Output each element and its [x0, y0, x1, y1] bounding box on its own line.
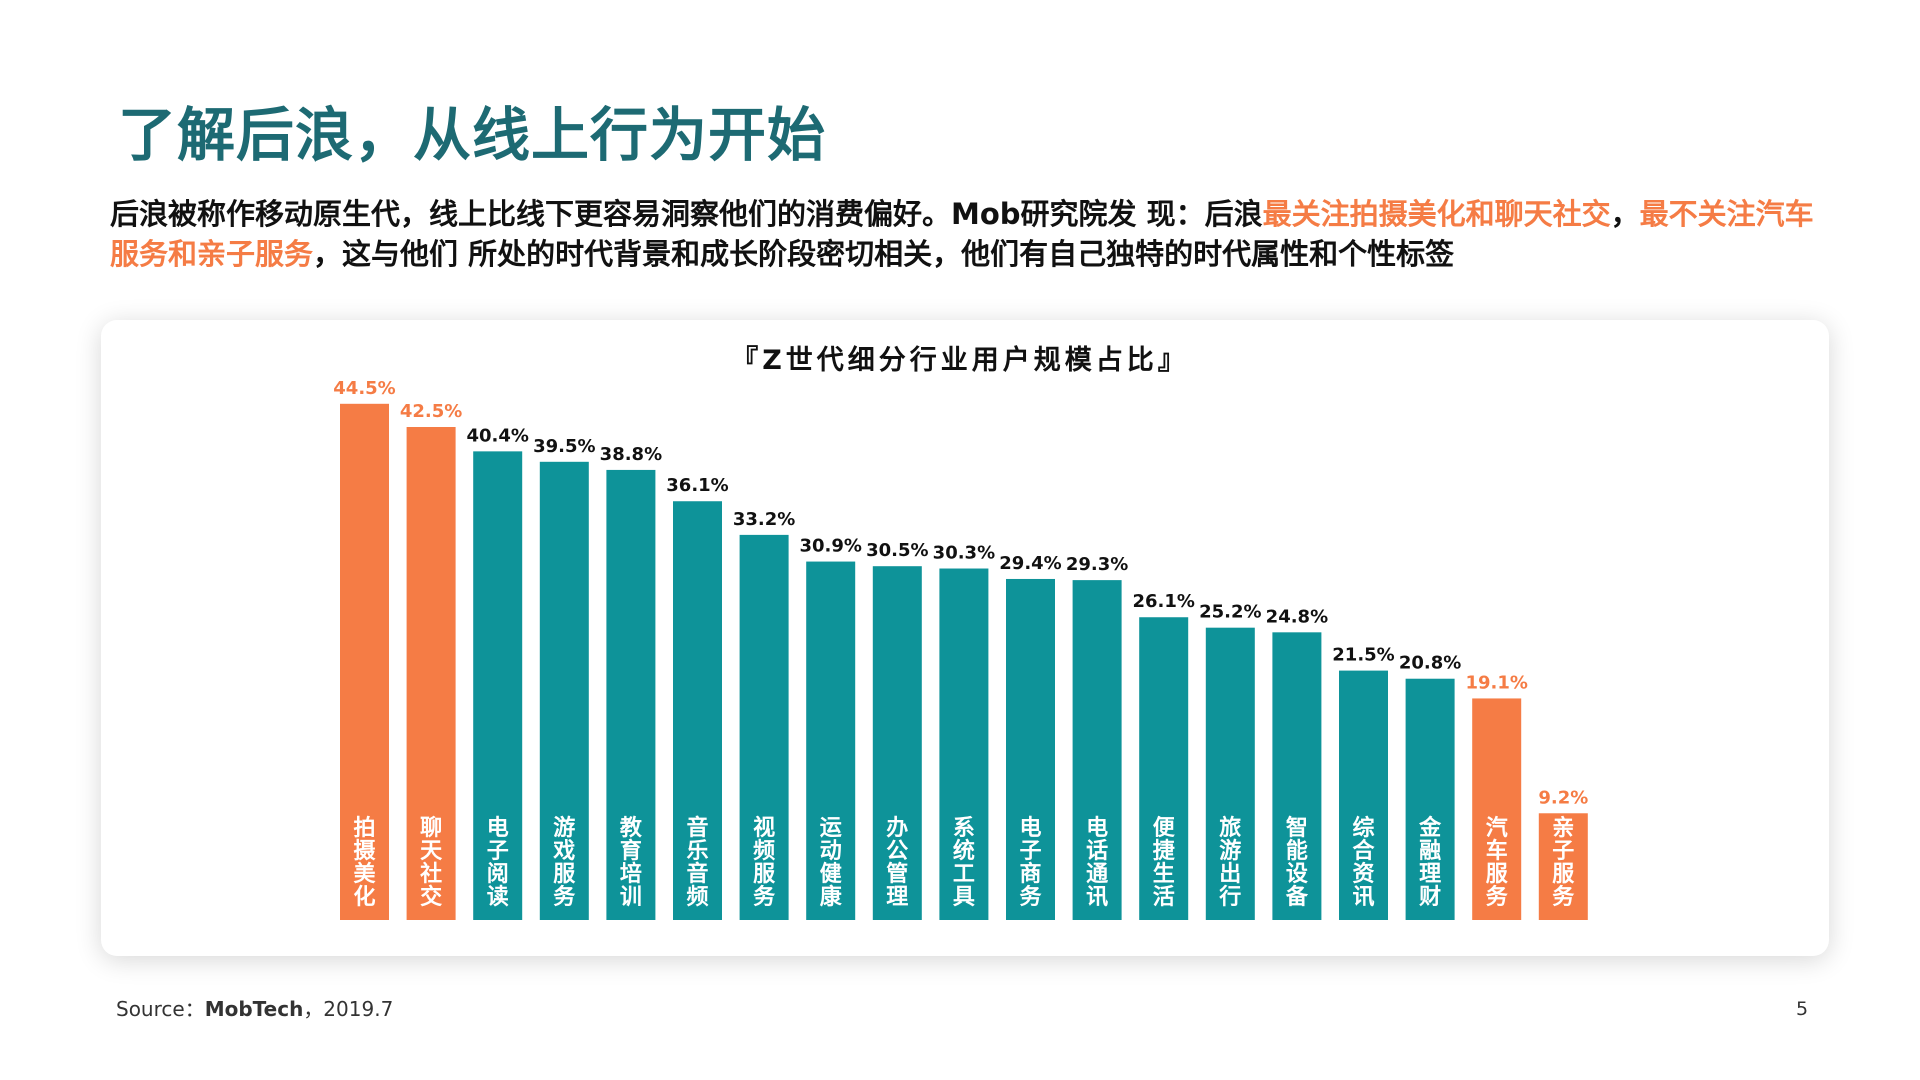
- description-highlight-1: 最关注拍摄美化和聊天社交: [1262, 197, 1611, 231]
- bar-3: [473, 451, 523, 920]
- bar-9: [872, 566, 922, 920]
- category-label-13: 便捷生活: [1153, 816, 1176, 910]
- value-label-2: 42.5%: [400, 401, 462, 422]
- description-part-3: ，这与他们 所处的时代背景和成长阶段密切相关，他们有自己独特的时代属性和个性标签: [313, 237, 1455, 271]
- value-label-16: 21.5%: [1332, 645, 1394, 666]
- value-label-6: 36.1%: [666, 475, 728, 496]
- source-prefix: Source：: [116, 997, 205, 1021]
- category-label-17: 金融理财: [1418, 815, 1442, 910]
- value-label-7: 33.2%: [733, 509, 795, 530]
- bar-15: [1272, 632, 1322, 920]
- category-label-7: 视频服务: [753, 815, 776, 910]
- bar-16: [1339, 670, 1388, 920]
- value-label-10: 30.3%: [933, 543, 995, 564]
- bar-19: [1538, 813, 1588, 920]
- page-number: 5: [1796, 998, 1809, 1020]
- bar-13: [1139, 617, 1189, 920]
- value-label-12: 29.3%: [1066, 554, 1128, 575]
- bar-5: [606, 469, 656, 920]
- category-label-14: 旅游出行: [1218, 815, 1241, 910]
- chart-title: 『Z世代细分行业用户规模占比』: [731, 345, 1189, 376]
- description-part-2: ，: [1610, 197, 1640, 231]
- category-label-6: 音乐音频: [686, 815, 708, 910]
- value-label-1: 44.5%: [333, 378, 395, 399]
- value-label-13: 26.1%: [1132, 591, 1194, 612]
- bar-1: [340, 403, 389, 920]
- value-label-17: 20.8%: [1399, 653, 1461, 674]
- category-label-4: 游戏服务: [552, 815, 576, 910]
- category-label-9: 办公管理: [886, 816, 908, 910]
- bar-14: [1205, 627, 1255, 920]
- category-label-15: 智能设备: [1285, 815, 1309, 910]
- bar-18: [1472, 698, 1522, 920]
- source-note: Source：MobTech，2019.7: [116, 993, 393, 1022]
- value-label-3: 40.4%: [466, 425, 528, 446]
- category-label-18: 汽车服务: [1486, 815, 1509, 910]
- bar-8: [806, 561, 856, 920]
- page-title: 了解后浪，从线上行为开始: [118, 101, 827, 169]
- category-label-12: 电话通讯: [1086, 816, 1108, 910]
- bar-17: [1405, 678, 1455, 920]
- description-highlight-2: 最不关注汽车服务和亲子服务: [110, 197, 1814, 271]
- category-label-19: 亲子服务: [1552, 816, 1575, 910]
- category-label-5: 教育培训: [620, 815, 643, 910]
- category-label-3: 电子阅读: [487, 816, 509, 910]
- value-label-8: 30.9%: [799, 536, 861, 557]
- category-label-11: 电子商务: [1019, 816, 1042, 910]
- value-label-9: 30.5%: [866, 540, 928, 561]
- bar-7: [739, 534, 789, 920]
- value-label-4: 39.5%: [533, 436, 595, 457]
- bar-10: [939, 568, 989, 920]
- category-label-16: 综合资讯: [1352, 815, 1375, 910]
- value-label-5: 38.8%: [600, 444, 662, 465]
- category-label-10: 系统工具: [953, 816, 975, 910]
- description-text: 后浪被称作移动原生代，线上比线下更容易洞察他们的消费偏好。Mob研究院发 现：后…: [110, 194, 1830, 274]
- category-label-1: 拍摄美化: [353, 815, 376, 910]
- bar-4: [539, 461, 589, 920]
- category-label-8: 运动健康: [820, 816, 843, 910]
- category-label-2: 聊天社交: [420, 816, 443, 910]
- description-part-1: 后浪被称作移动原生代，线上比线下更容易洞察他们的消费偏好。Mob研究院发 现：后…: [110, 197, 1263, 231]
- value-label-18: 19.1%: [1465, 672, 1527, 693]
- source-name: MobTech: [204, 997, 304, 1021]
- bar-11: [1006, 578, 1055, 920]
- source-suffix: ，2019.7: [303, 997, 394, 1021]
- bar-12: [1072, 580, 1122, 920]
- value-label-11: 29.4%: [999, 553, 1061, 574]
- value-label-19: 9.2%: [1538, 787, 1588, 808]
- bar-6: [673, 501, 722, 920]
- value-label-14: 25.2%: [1199, 602, 1261, 623]
- bar-2: [406, 427, 456, 920]
- value-label-15: 24.8%: [1266, 606, 1328, 627]
